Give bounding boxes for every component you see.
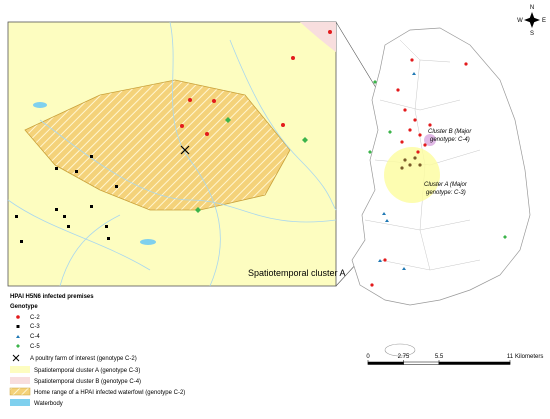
scale-segment [403, 361, 440, 365]
legend-label: A poultry farm of interest (genotype C-2… [30, 356, 137, 362]
scale-segment [438, 361, 511, 365]
scale-label: 2.75 [398, 354, 410, 360]
inset: Spatiotemporal cluster A [7, 21, 346, 287]
scale-label: 0 [366, 354, 370, 360]
scale-unit: Kilometers [515, 354, 543, 360]
korea-map: Cluster B (Major genotype: C-4) Cluster A… [351, 27, 531, 357]
cluster-b-label: Cluster B (Major genotype: C-4) [428, 129, 472, 143]
compass: N E S W [517, 5, 546, 37]
inset-label: Spatiotemporal cluster A [248, 268, 346, 278]
legend-label: C-2 [30, 315, 40, 321]
legend-label: C-5 [30, 344, 40, 350]
cluster-a-label: Cluster A (Major genotype: C-3) [424, 182, 468, 196]
legend-label: Spatiotemporal cluster B (genotype C-4) [34, 379, 141, 385]
legend-label: C-4 [30, 334, 40, 340]
legend-label: Spatiotemporal cluster A (genotype C-3) [34, 368, 140, 374]
compass-n: N [530, 5, 534, 11]
legend-label: Waterbody [34, 401, 63, 407]
legend: HPAI H5N6 infected premises Genotype C-2… [9, 294, 185, 407]
legend-label: Home range of a HPAI infected waterfowl … [34, 390, 185, 396]
compass-s: S [530, 31, 534, 37]
legend-title: HPAI H5N6 infected premises [10, 294, 94, 300]
scale-label: 11 [507, 354, 514, 360]
scale-label: 5.5 [435, 354, 444, 360]
scale-bar: 0 2.75 5.5 11 Kilometers [366, 354, 543, 365]
scale-segment [367, 361, 404, 365]
compass-e: E [542, 18, 546, 24]
legend-subtitle: Genotype [10, 304, 38, 310]
compass-w: W [517, 18, 523, 24]
legend-label: C-3 [30, 324, 40, 330]
